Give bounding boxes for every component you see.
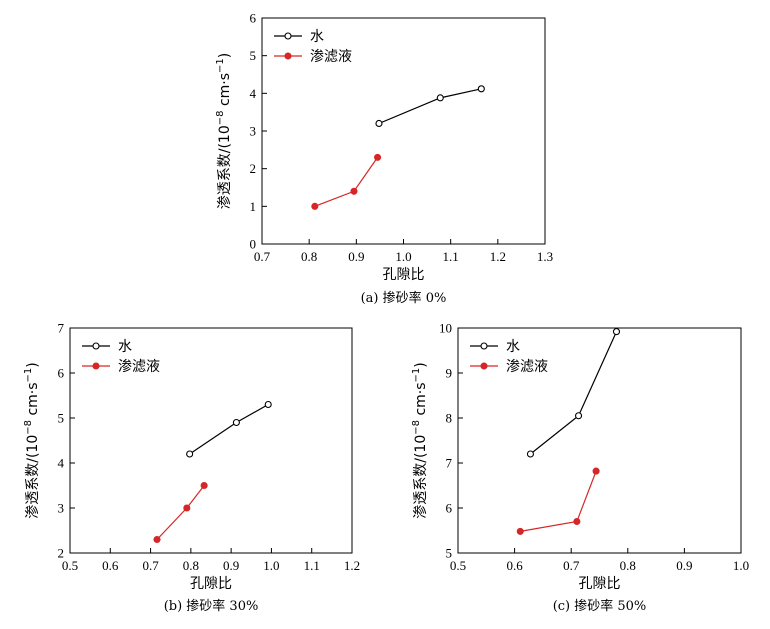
y-tick-label: 4	[58, 456, 65, 471]
chart-caption: (c) 掺砂率 50%	[553, 598, 647, 614]
series-line-1	[520, 470, 597, 532]
x-tick-label: 0.9	[223, 558, 239, 573]
data-point	[374, 153, 382, 161]
x-tick-label: 0.8	[620, 558, 636, 573]
y-axis-label: 渗透系数/(10−8 cm·s−1)	[411, 362, 429, 519]
x-axis-label: 孔隙比	[383, 267, 425, 283]
x-tick-label: 0.8	[183, 558, 199, 573]
data-point	[436, 94, 444, 102]
legend-marker	[92, 342, 100, 350]
series-line-1	[156, 485, 205, 540]
data-point	[592, 467, 600, 475]
x-axis-label: 孔隙比	[190, 576, 232, 592]
legend-label: 水	[118, 339, 132, 355]
series-line-0	[189, 403, 269, 455]
data-point	[264, 400, 272, 409]
x-tick-label: 0.9	[676, 558, 692, 573]
chart-panel-1: 0.5 0.6 0.7 0.8 0.9 1.0 1.1 1.2 2 3 4 5 6 7 孔隙比 渗透系数/(1…	[23, 321, 360, 615]
legend-marker	[284, 52, 292, 60]
data-point	[375, 119, 383, 128]
data-point	[526, 450, 534, 458]
data-point	[573, 517, 581, 526]
series-line-0	[530, 331, 618, 455]
x-tick-label: 1.2	[490, 249, 506, 264]
y-tick-label: 5	[58, 411, 65, 426]
x-tick-label: 0.6	[102, 558, 119, 573]
data-point	[612, 328, 621, 336]
data-point	[311, 202, 319, 210]
chart-panel-0: 0.7 0.8 0.9 1.0 1.1 1.2 1.3 0 1 2 3 4 5 6 孔隙比 渗透系数/(10−…	[215, 11, 553, 307]
chart-caption: (b) 掺砂率 30%	[164, 598, 259, 614]
y-tick-label: 3	[250, 124, 257, 139]
x-tick-label: 1.3	[537, 249, 553, 264]
y-tick-label: 7	[446, 456, 453, 471]
y-tick-label: 7	[58, 321, 65, 336]
x-tick-label: 0.8	[301, 249, 317, 264]
y-tick-label: 8	[446, 411, 453, 426]
y-tick-label: 4	[250, 86, 257, 101]
y-axis-label: 渗透系数/(10−8 cm·s−1)	[215, 53, 233, 210]
x-tick-label: 0.7	[563, 558, 580, 573]
data-point	[477, 85, 485, 93]
legend-label: 渗滤液	[310, 49, 352, 65]
x-tick-label: 0.7	[142, 558, 159, 573]
x-tick-label: 1.0	[263, 558, 279, 573]
legend-marker	[92, 362, 100, 370]
x-tick-label: 1.2	[344, 558, 360, 573]
x-tick-label: 0.9	[348, 249, 364, 264]
y-tick-label: 1	[250, 199, 257, 214]
x-tick-label: 1.1	[304, 558, 320, 573]
y-tick-label: 2	[58, 546, 65, 561]
legend-marker	[480, 362, 488, 370]
data-point	[516, 527, 524, 535]
x-tick-label: 0.5	[450, 558, 466, 573]
y-tick-label: 5	[250, 48, 257, 63]
data-point	[350, 187, 358, 195]
legend-label: 水	[506, 339, 520, 355]
data-point	[200, 481, 208, 490]
x-tick-label: 1.0	[395, 249, 411, 264]
x-tick-label: 1.0	[733, 558, 749, 573]
data-point	[186, 450, 194, 458]
legend-label: 渗滤液	[506, 359, 548, 375]
y-tick-label: 10	[439, 321, 452, 336]
legend-label: 水	[310, 29, 324, 45]
x-axis-label: 孔隙比	[579, 576, 621, 592]
chart-caption: (a) 掺砂率 0%	[361, 290, 447, 306]
plot-frame	[261, 17, 546, 245]
y-tick-label: 6	[250, 11, 257, 26]
series-line-0	[378, 88, 482, 125]
x-tick-label: 0.7	[254, 249, 271, 264]
legend-marker	[480, 342, 488, 350]
series-line-1	[314, 157, 379, 207]
data-point	[153, 535, 161, 544]
legend-label: 渗滤液	[118, 359, 160, 375]
x-tick-label: 0.5	[62, 558, 78, 573]
data-point	[575, 412, 583, 420]
y-tick-label: 6	[446, 501, 453, 516]
y-tick-label: 3	[58, 501, 65, 516]
y-tick-label: 6	[58, 366, 65, 381]
y-tick-label: 0	[250, 237, 257, 252]
chart-panel-2: 0.5 0.6 0.7 0.8 0.9 1.0 5 6 7 8 9 10 孔隙比 渗透系数/(10−8 c…	[411, 321, 749, 615]
y-tick-label: 9	[446, 366, 453, 381]
y-axis-label: 渗透系数/(10−8 cm·s−1)	[23, 362, 41, 519]
x-tick-label: 0.6	[506, 558, 523, 573]
y-tick-label: 2	[250, 161, 257, 176]
data-point	[232, 418, 240, 427]
x-tick-label: 1.1	[443, 249, 459, 264]
y-tick-label: 5	[446, 546, 453, 561]
plot-frame	[69, 327, 353, 554]
data-point	[183, 504, 191, 512]
plot-frame	[457, 327, 742, 554]
legend-marker	[284, 32, 292, 40]
